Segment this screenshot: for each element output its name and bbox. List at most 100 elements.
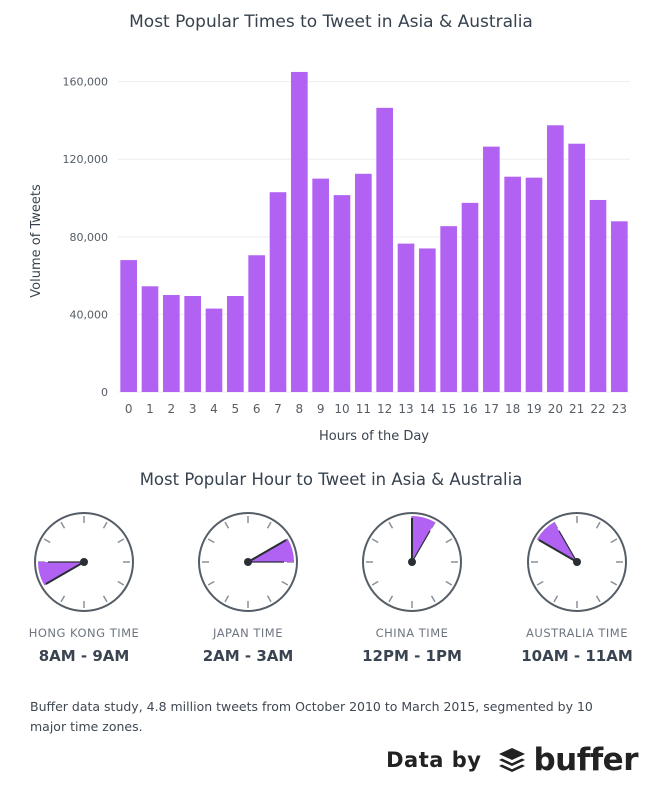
clock-tick	[266, 595, 272, 603]
clock-range-label: 10AM - 11AM	[521, 647, 633, 665]
bar-hour-15	[440, 226, 457, 392]
bar-hour-21	[568, 143, 585, 392]
x-tick-label: 21	[569, 402, 584, 416]
bar-hour-12	[376, 107, 393, 392]
x-tick-label: 14	[420, 402, 435, 416]
clock-tick	[371, 580, 379, 586]
y-tick-label: 40,000	[70, 308, 109, 321]
bar-hour-16	[461, 202, 479, 392]
y-tick-label: 80,000	[70, 231, 109, 244]
clock-tick	[595, 521, 601, 529]
chart-title: Most Popular Times to Tweet in Asia & Au…	[129, 12, 533, 32]
clock-face-hong-kong	[34, 512, 134, 612]
clock-zone-label: CHINA TIME	[375, 626, 449, 640]
bar-hour-13	[397, 243, 415, 392]
clock-tick	[430, 595, 436, 603]
clock-tick	[207, 538, 215, 544]
clock-tick	[445, 580, 453, 586]
clock-tick	[117, 538, 125, 544]
clock-hand	[411, 530, 431, 563]
bar-hour-10	[333, 195, 351, 392]
x-axis-title: Hours of the Day	[319, 429, 429, 444]
clock-tick	[102, 521, 108, 529]
x-tick-label: 23	[612, 402, 627, 416]
clock-zone-label: HONG KONG TIME	[28, 626, 140, 640]
clock-range-label: 2AM - 3AM	[202, 647, 294, 665]
clock-zone-label: JAPAN TIME	[213, 626, 283, 640]
clock-tick	[388, 521, 394, 529]
x-tick-label: 13	[398, 402, 413, 416]
bar-hour-14	[419, 248, 436, 392]
clock-hong-kong: HONG KONG TIME 8AM - 9AM	[9, 510, 159, 665]
bar-hour-20	[547, 125, 564, 392]
y-tick-label: 120,000	[63, 153, 109, 166]
bar-hour-7	[269, 192, 287, 392]
bar-hour-19	[525, 177, 543, 392]
clock-hour-wedge	[412, 516, 435, 562]
x-tick-label: 10	[334, 402, 349, 416]
x-tick-label: 11	[356, 402, 371, 416]
x-tick-label: 18	[505, 402, 520, 416]
x-tick-label: 3	[189, 402, 197, 416]
clock-japan: JAPAN TIME 2AM - 3AM	[173, 510, 323, 665]
clock-face-japan	[198, 512, 298, 612]
x-tick-label: 17	[484, 402, 499, 416]
x-tick-label: 12	[377, 402, 392, 416]
bar-hour-2	[163, 295, 180, 392]
bar-hour-18	[504, 176, 521, 392]
clock-range-label: 12PM - 1PM	[362, 647, 462, 665]
x-tick-label: 22	[590, 402, 605, 416]
clock-tick	[388, 595, 394, 603]
x-tick-label: 0	[125, 402, 133, 416]
footnote: Buffer data study, 4.8 million tweets fr…	[30, 699, 593, 734]
clock-tick	[610, 538, 618, 544]
data-credit: Data by buffer	[386, 740, 638, 780]
clock-tick	[117, 580, 125, 586]
clock-face-australia	[527, 512, 627, 612]
clock-hand	[247, 539, 287, 563]
bar-hour-1	[141, 286, 159, 392]
bar-hour-6	[248, 255, 265, 392]
x-tick-label: 20	[548, 402, 563, 416]
clock-tick	[224, 521, 230, 529]
clock-hand	[558, 530, 578, 563]
clock-center	[573, 558, 581, 566]
clock-australia: AUSTRALIA TIME 10AM - 11AM	[502, 510, 652, 665]
clock-tick	[102, 595, 108, 603]
clock-tick	[610, 580, 618, 586]
bar-hour-17	[483, 146, 500, 392]
x-tick-label: 4	[210, 402, 218, 416]
clock-center	[408, 558, 416, 566]
clock-face-china	[362, 512, 462, 612]
clock-tick	[60, 595, 66, 603]
clocks-section-title: Most Popular Hour to Tweet in Asia & Aus…	[139, 470, 523, 489]
x-tick-label: 2	[168, 402, 176, 416]
clock-tick	[60, 521, 66, 529]
x-tick-label: 16	[462, 402, 477, 416]
credit-label: Data by	[386, 748, 482, 772]
clock-tick	[371, 538, 379, 544]
bar-hour-11	[355, 173, 372, 392]
clock-tick	[536, 580, 544, 586]
y-axis-title: Volume of Tweets	[29, 184, 44, 298]
x-tick-label: 7	[274, 402, 282, 416]
clock-center	[80, 558, 88, 566]
x-tick-label: 9	[317, 402, 325, 416]
clock-zone-label: AUSTRALIA TIME	[526, 626, 628, 640]
clock-tick	[553, 595, 559, 603]
bar-hour-3	[184, 295, 201, 392]
clock-tick	[224, 595, 230, 603]
credit-brand: buffer	[533, 742, 638, 778]
x-tick-label: 5	[232, 402, 240, 416]
clock-tick	[445, 538, 453, 544]
y-tick-label: 160,000	[63, 76, 109, 89]
x-tick-label: 15	[441, 402, 456, 416]
clock-hand	[538, 539, 578, 563]
clock-tick	[266, 521, 272, 529]
clock-tick	[595, 595, 601, 603]
clock-range-label: 8AM - 9AM	[38, 647, 130, 665]
bar-hour-22	[589, 199, 607, 392]
x-tick-label: 1	[146, 402, 154, 416]
clock-center	[244, 558, 252, 566]
